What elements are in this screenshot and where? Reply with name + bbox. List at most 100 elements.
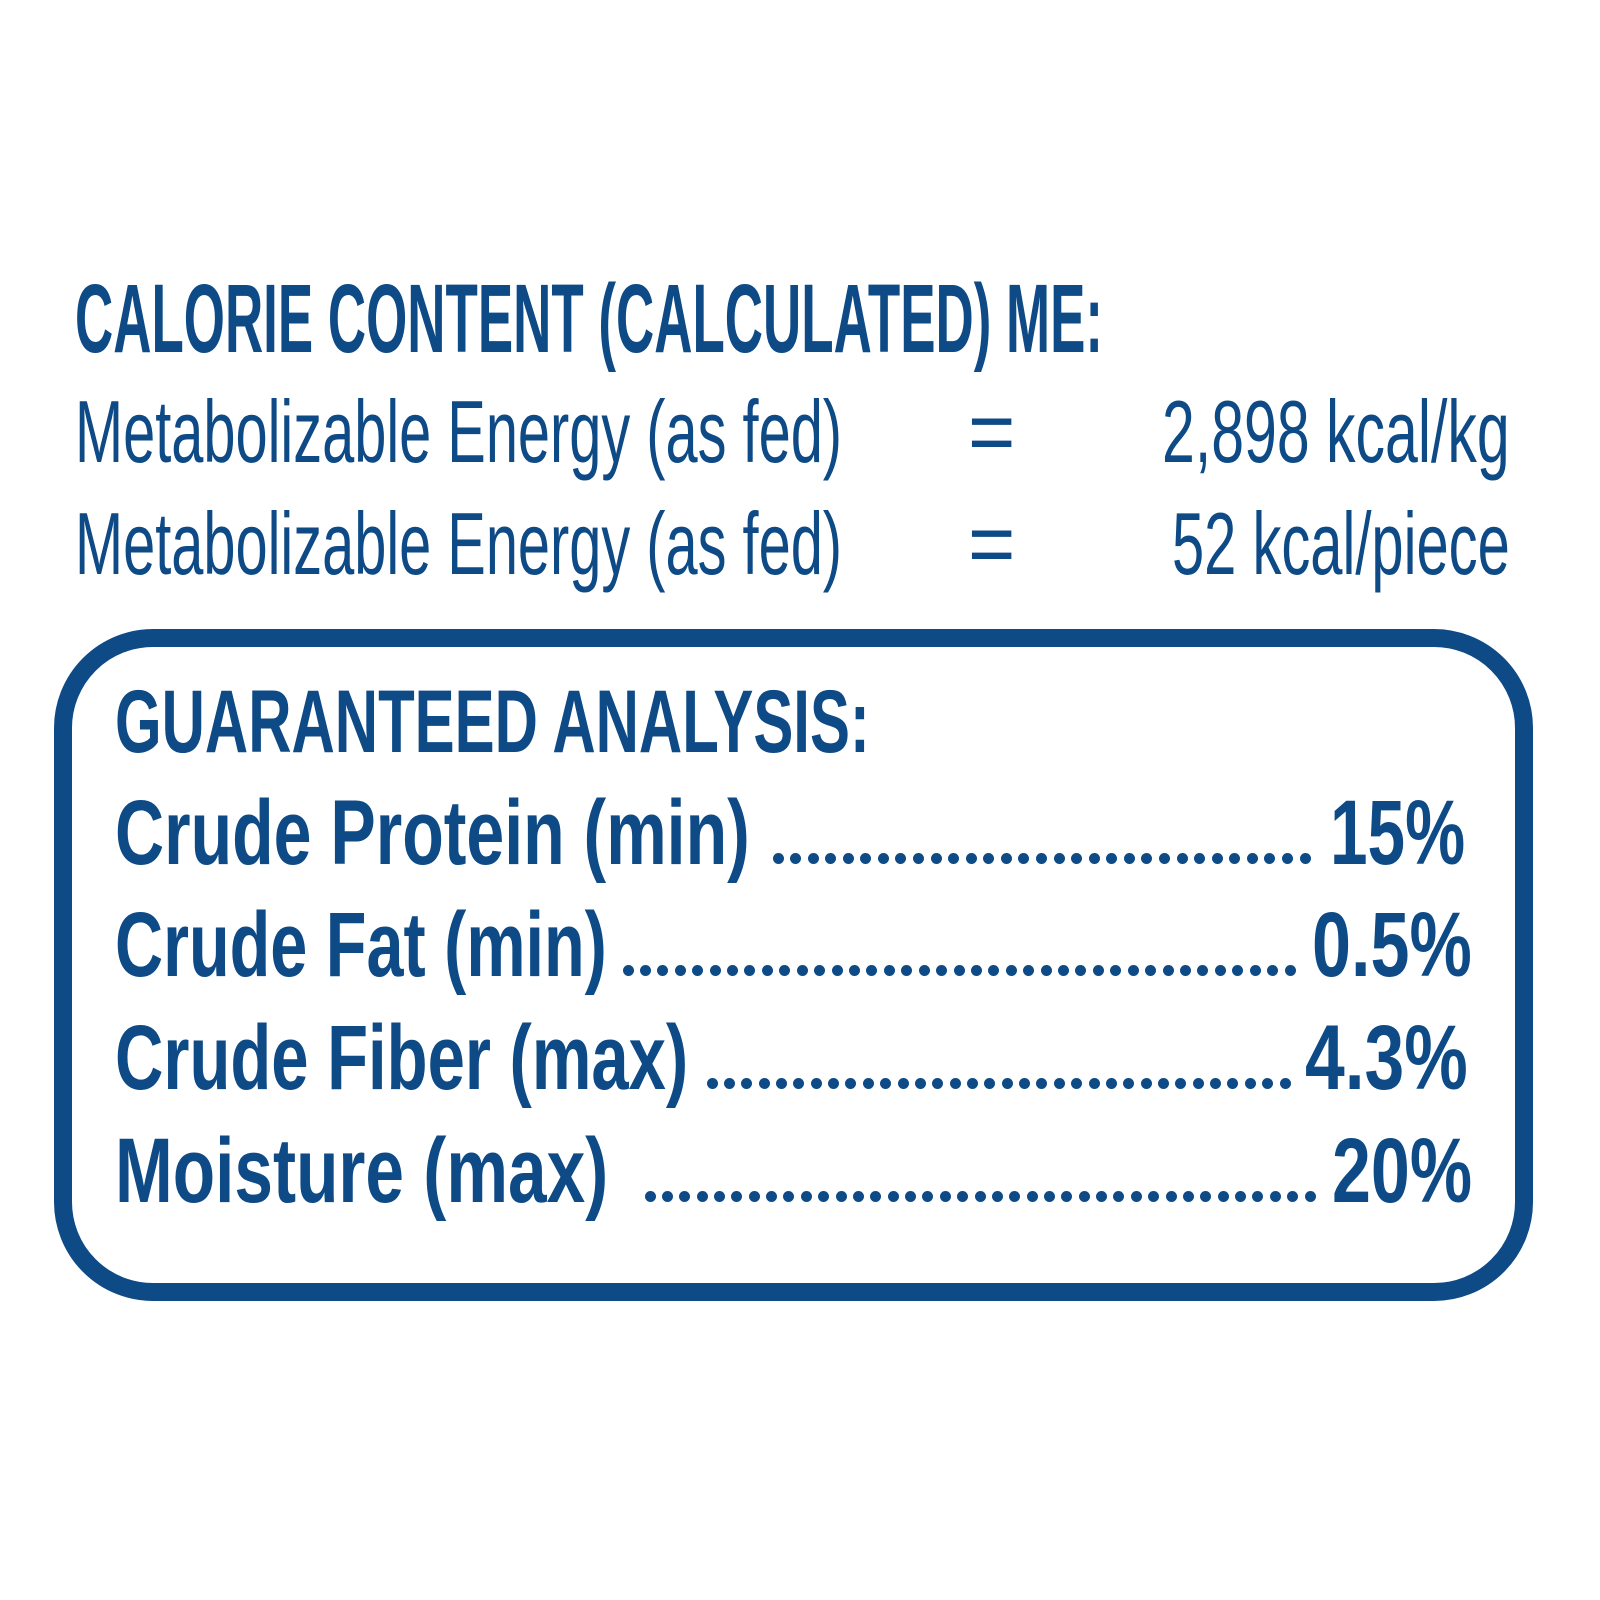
leader-dot [657, 965, 669, 976]
leader-dot [1141, 853, 1153, 864]
leader-dot [1211, 853, 1223, 864]
leader-dot [779, 965, 791, 976]
leader-dot [1148, 1191, 1160, 1202]
leader-dot [930, 853, 942, 864]
leader-dot [953, 965, 965, 976]
leader-dot [1001, 1078, 1013, 1089]
leader-dot [936, 965, 948, 976]
leader-dot [758, 1078, 770, 1089]
leader-dot [1026, 1191, 1038, 1202]
leader-dot [1279, 1078, 1291, 1089]
leader-dot [1281, 853, 1293, 864]
leader-dot [1105, 1078, 1117, 1089]
leader-dot [692, 965, 704, 976]
analysis-value: 15% [1330, 782, 1466, 885]
leader-dot [988, 965, 1000, 976]
leader-dot [866, 965, 878, 976]
leader-dot [860, 853, 872, 864]
leader-dot [1157, 1078, 1169, 1089]
leader-dot [1235, 1191, 1247, 1202]
leader-dot [1175, 1078, 1187, 1089]
leader-dot [748, 1191, 760, 1202]
leader-dot [828, 1078, 840, 1089]
leader-dot [1232, 965, 1244, 976]
calorie-row-2-sign: = [968, 494, 1016, 594]
leader-dot [1071, 853, 1083, 864]
calorie-row-1-label: Metabolizable Energy (as fed) [75, 382, 843, 482]
leader-dot [1217, 1191, 1229, 1202]
leader-dot [835, 1191, 847, 1202]
leader-dot [1127, 965, 1139, 976]
leader-dot [1176, 853, 1188, 864]
leader-dot [895, 853, 907, 864]
leader-dot [1061, 1191, 1073, 1202]
leader-dot [957, 1191, 969, 1202]
leader-dot [1000, 853, 1012, 864]
leader-dot [772, 853, 784, 864]
calorie-row-2-value: 52 kcal/piece [1172, 494, 1510, 594]
leader-dot [783, 1191, 795, 1202]
leader-dot [1092, 965, 1104, 976]
leader-dot [1040, 965, 1052, 976]
leader-dot [1036, 1078, 1048, 1089]
leader-dot [1130, 1191, 1142, 1202]
leader-dot [1227, 1078, 1239, 1089]
analysis-label: Crude Protein (min) [115, 782, 750, 885]
leader-dot [848, 965, 860, 976]
calorie-heading: CALORIE CONTENT (CALCULATED) ME: [75, 263, 1104, 373]
leader-dot [639, 965, 651, 976]
leader-dot [1088, 1078, 1100, 1089]
leader-dot [761, 965, 773, 976]
leader-dot [1053, 853, 1065, 864]
leader-dot [706, 1078, 718, 1089]
leader-dot [914, 1078, 926, 1089]
calorie-row-2-label: Metabolizable Energy (as fed) [75, 494, 843, 594]
leader-dot [922, 1191, 934, 1202]
leader-dot [744, 965, 756, 976]
leader-dot [870, 1191, 882, 1202]
leader-dot [1113, 1191, 1125, 1202]
leader-dot [1123, 853, 1135, 864]
leader-dot [1036, 853, 1047, 864]
analysis-label: Crude Fiber (max) [115, 1007, 689, 1110]
leader-dot [713, 1191, 725, 1202]
leader-dot [1009, 1191, 1021, 1202]
leader-dot [800, 1191, 812, 1202]
leader-dot [1071, 1078, 1083, 1089]
leader-dot [1075, 965, 1087, 976]
analysis-value: 0.5% [1312, 894, 1472, 997]
leader-dot [984, 1078, 996, 1089]
leader-dot [1005, 965, 1017, 976]
leader-dot [1043, 1191, 1055, 1202]
leader-dot [966, 1078, 978, 1089]
leader-dot [796, 965, 808, 976]
leader-dot [862, 1078, 874, 1089]
leader-dot [901, 965, 913, 976]
leader-dot [1023, 965, 1035, 976]
leader-dot [793, 1078, 805, 1089]
leader-dot [825, 853, 837, 864]
leader-dot [1194, 853, 1206, 864]
leader-dot [1287, 1191, 1299, 1202]
analysis-value: 20% [1332, 1120, 1473, 1223]
leader-dot [1249, 965, 1261, 976]
leader-dot [897, 1078, 909, 1089]
leader-dot [696, 1191, 708, 1202]
leader-dot [727, 965, 739, 976]
leader-dot [1053, 1078, 1065, 1089]
leader-dot [1018, 853, 1030, 864]
leader-dot [1264, 853, 1276, 864]
leader-dot [644, 1191, 656, 1202]
leader-dot [887, 1191, 899, 1202]
leader-dot [1229, 853, 1241, 864]
leader-dot [1019, 1078, 1031, 1089]
analysis-value: 4.3% [1305, 1007, 1468, 1110]
leader-dot [731, 1191, 743, 1202]
leader-dot [949, 1078, 961, 1089]
leader-dot [1182, 1191, 1194, 1202]
calorie-row-1-sign: = [968, 382, 1016, 482]
leader-dot [1158, 853, 1170, 864]
leader-dot [723, 1078, 735, 1089]
leader-dot [1078, 1191, 1090, 1202]
leader-dot [790, 853, 802, 864]
